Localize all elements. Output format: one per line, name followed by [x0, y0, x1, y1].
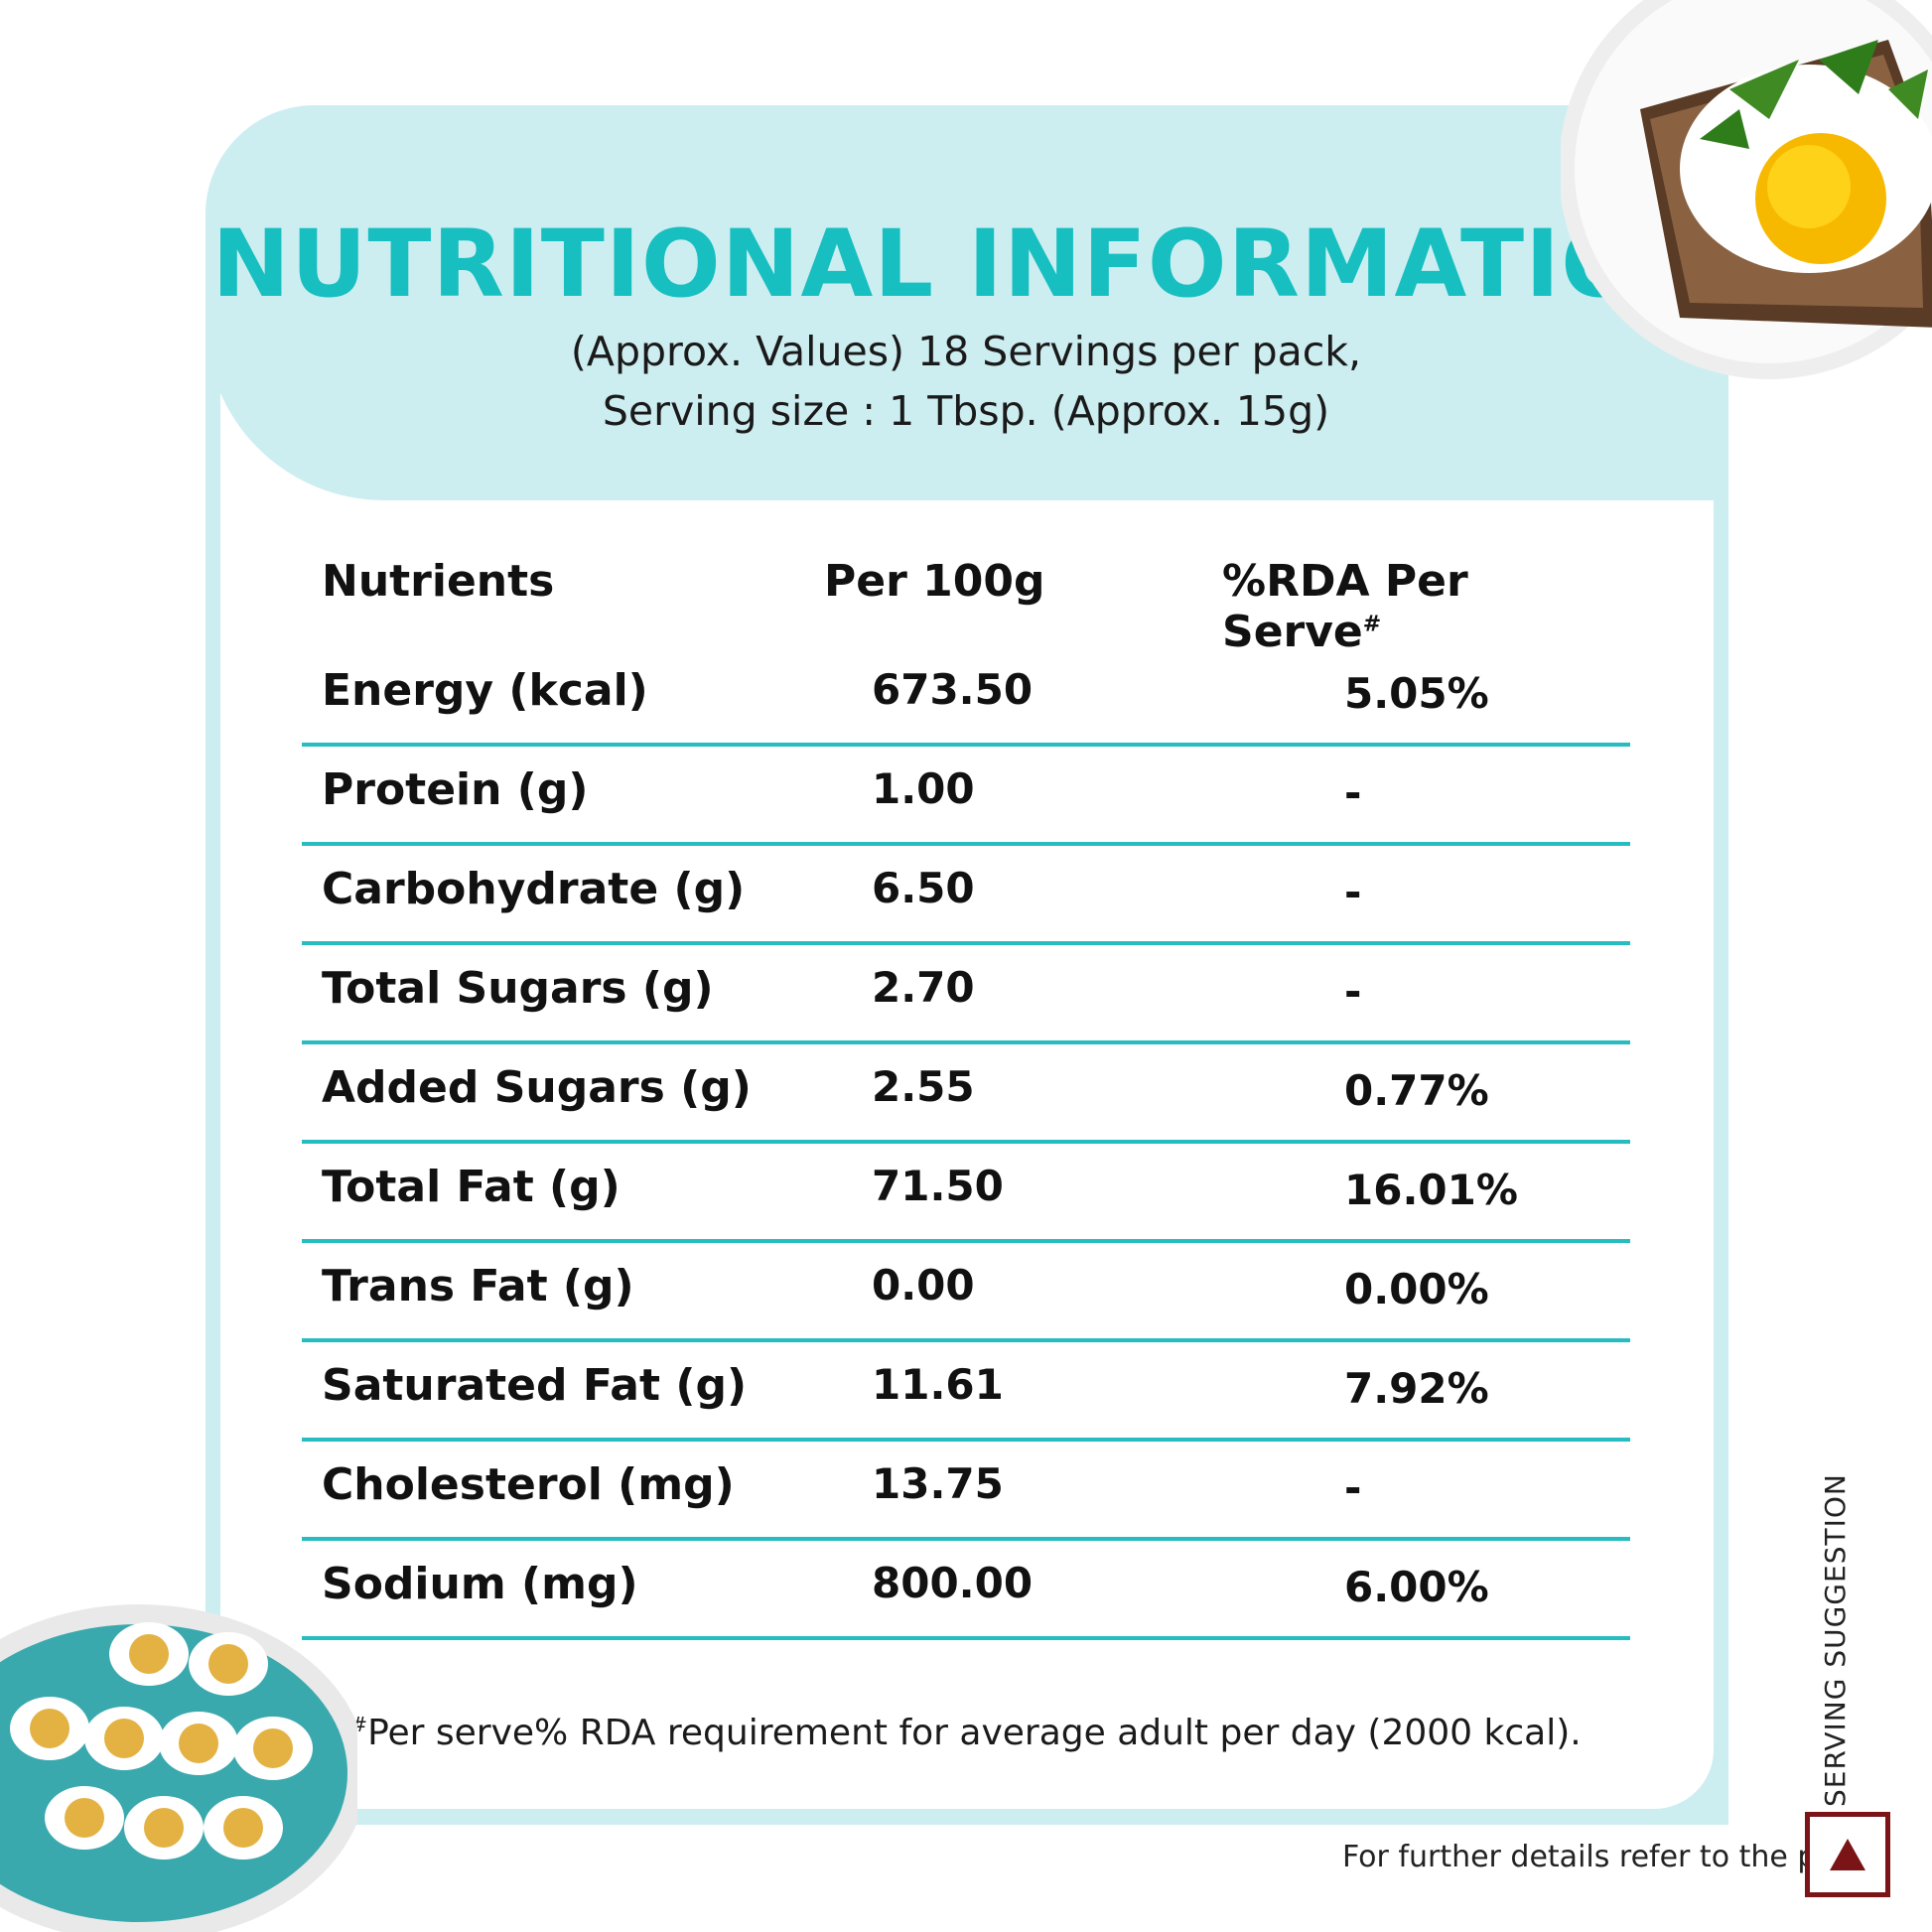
serving-suggestion-label: SERVING SUGGESTION — [1819, 1473, 1852, 1807]
table-row: Protein (g) 1.00 - — [302, 743, 1630, 846]
triangle-icon — [1830, 1839, 1865, 1870]
page-title: NUTRITIONAL INFORMATION — [211, 210, 1721, 319]
nutrient-per-100g: 6.50 — [872, 864, 975, 912]
column-header-rda-label: %RDA Per Serve — [1222, 556, 1468, 657]
card-panel — [220, 308, 1714, 1809]
table-row: Trans Fat (g) 0.00 0.00% — [302, 1239, 1630, 1342]
nutrient-rda: 16.01% — [1344, 1166, 1518, 1214]
nutrient-rda: - — [1344, 967, 1362, 1016]
table-row: Energy (kcal) 673.50 5.05% — [302, 643, 1630, 747]
nutrient-rda: 0.00% — [1344, 1265, 1489, 1313]
deviled-eggs-plate-image — [0, 1604, 357, 1932]
nutrient-name: Total Sugars (g) — [322, 963, 714, 1014]
nutrient-per-100g: 11.61 — [872, 1360, 1004, 1409]
table-row: Total Sugars (g) 2.70 - — [302, 941, 1630, 1044]
table-row: Saturated Fat (g) 11.61 7.92% — [302, 1338, 1630, 1442]
nutrient-name: Saturated Fat (g) — [322, 1360, 748, 1411]
nutrient-per-100g: 1.00 — [872, 764, 975, 813]
nutrient-per-100g: 2.70 — [872, 963, 975, 1012]
nutrient-per-100g: 2.55 — [872, 1062, 975, 1111]
nutrient-per-100g: 13.75 — [872, 1459, 1004, 1508]
nutrient-name: Total Fat (g) — [322, 1162, 621, 1212]
column-header-per-100g: Per 100g — [824, 556, 1045, 607]
table-row: Carbohydrate (g) 6.50 - — [302, 842, 1630, 945]
subtitle-serving-size: Serving size : 1 Tbsp. (Approx. 15g) — [602, 387, 1330, 435]
nutrient-rda: 0.77% — [1344, 1066, 1489, 1115]
nutrient-name: Protein (g) — [322, 764, 589, 815]
nutrient-rda: - — [1344, 1463, 1362, 1512]
footnote: #Per serve% RDA requirement for average … — [0, 1713, 1932, 1753]
header-background — [206, 105, 1728, 500]
non-veg-mark-icon — [1805, 1812, 1890, 1897]
nutrient-name: Trans Fat (g) — [322, 1261, 634, 1311]
nutrient-per-100g: 71.50 — [872, 1162, 1004, 1210]
table-row: Sodium (mg) 800.00 6.00% — [302, 1537, 1630, 1640]
nutrient-per-100g: 800.00 — [872, 1559, 1034, 1607]
nutrient-rda: 6.00% — [1344, 1563, 1489, 1611]
nutrient-name: Carbohydrate (g) — [322, 864, 746, 914]
nutrient-name: Cholesterol (mg) — [322, 1459, 735, 1510]
subtitle-servings: (Approx. Values) 18 Servings per pack, — [570, 328, 1362, 375]
column-header-nutrients: Nutrients — [322, 556, 555, 607]
footnote-text: Per serve% RDA requirement for average a… — [367, 1713, 1582, 1753]
nutrient-name: Added Sugars (g) — [322, 1062, 752, 1113]
egg-toast-plate-image — [1561, 0, 1932, 379]
nutrient-name: Energy (kcal) — [322, 665, 648, 716]
nutrient-rda: 5.05% — [1344, 669, 1489, 718]
table-row: Total Fat (g) 71.50 16.01% — [302, 1140, 1630, 1243]
nutrient-rda: - — [1344, 768, 1362, 817]
pack-reference-note: For further details refer to the pack. — [1342, 1840, 1878, 1874]
table-row: Cholesterol (mg) 13.75 - — [302, 1438, 1630, 1541]
table-row: Added Sugars (g) 2.55 0.77% — [302, 1040, 1630, 1144]
nutrient-rda: - — [1344, 868, 1362, 916]
column-header-rda: %RDA Per Serve# — [1222, 556, 1630, 657]
column-header-rda-mark: # — [1362, 612, 1382, 637]
nutrient-name: Sodium (mg) — [322, 1559, 638, 1609]
nutrient-per-100g: 673.50 — [872, 665, 1034, 714]
nutrient-rda: 7.92% — [1344, 1364, 1489, 1413]
nutrient-per-100g: 0.00 — [872, 1261, 975, 1310]
